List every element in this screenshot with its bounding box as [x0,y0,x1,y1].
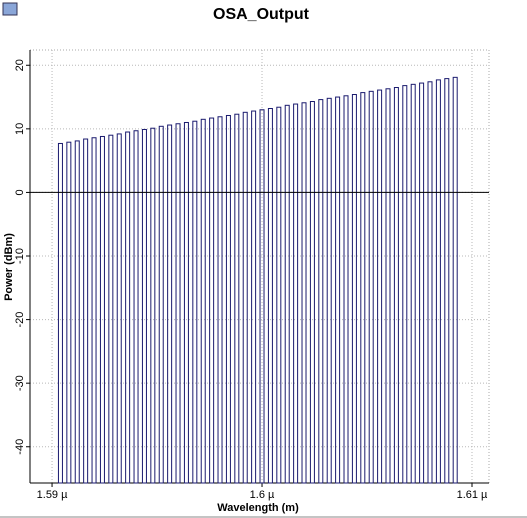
bar [158,125,164,484]
window-icon [2,2,18,16]
bar [57,142,63,484]
bar [242,111,248,484]
bar [385,88,391,484]
bar [276,106,282,484]
y-tick-label: -30 [14,375,26,391]
bar [427,81,433,484]
bar [309,101,315,484]
bar [116,133,122,484]
bar [125,131,131,484]
bar [318,99,324,484]
bar [267,107,273,484]
bar [251,110,257,484]
bar [141,128,147,484]
bar [91,137,97,484]
bar [183,121,189,484]
x-tick-label: 1.59 µ [37,489,68,501]
bar [435,79,441,484]
bar [200,118,206,484]
bar [175,123,181,484]
bar [293,103,299,484]
bar [192,120,198,484]
bar [402,85,408,484]
bar [150,127,156,484]
bar [368,90,374,484]
bar [360,92,366,484]
y-tick-label: -10 [14,248,26,264]
x-axis-label: Wavelength (m) [217,502,299,514]
bar [234,113,240,484]
bar [301,102,307,484]
bar [410,83,416,484]
bar [259,109,265,484]
bar [83,138,89,484]
bar [99,135,105,484]
bar [209,117,215,484]
bar [452,76,458,484]
y-tick-label: 20 [14,59,26,71]
bar [167,124,173,484]
bar [335,96,341,484]
bar [108,134,114,484]
bar [444,78,450,484]
bar [326,97,332,484]
bar [284,104,290,484]
bar [377,89,383,484]
chart-title: OSA_Output [213,6,310,23]
plot-frame [29,49,490,484]
bar [393,87,399,484]
y-axis-label: Power (dBm) [3,233,15,301]
bar [217,116,223,484]
y-tick-label: 0 [14,189,26,195]
bar [225,114,231,484]
bar [343,95,349,484]
y-tick-label: -20 [14,312,26,328]
bar [66,141,72,484]
y-tick-label: 10 [14,123,26,135]
x-tick-label: 1.6 µ [250,489,275,501]
bar [351,94,357,484]
bar [74,140,80,484]
bar [419,82,425,484]
bar [133,130,139,484]
y-tick-label: -40 [14,439,26,455]
x-tick-label: 1.61 µ [457,489,488,501]
